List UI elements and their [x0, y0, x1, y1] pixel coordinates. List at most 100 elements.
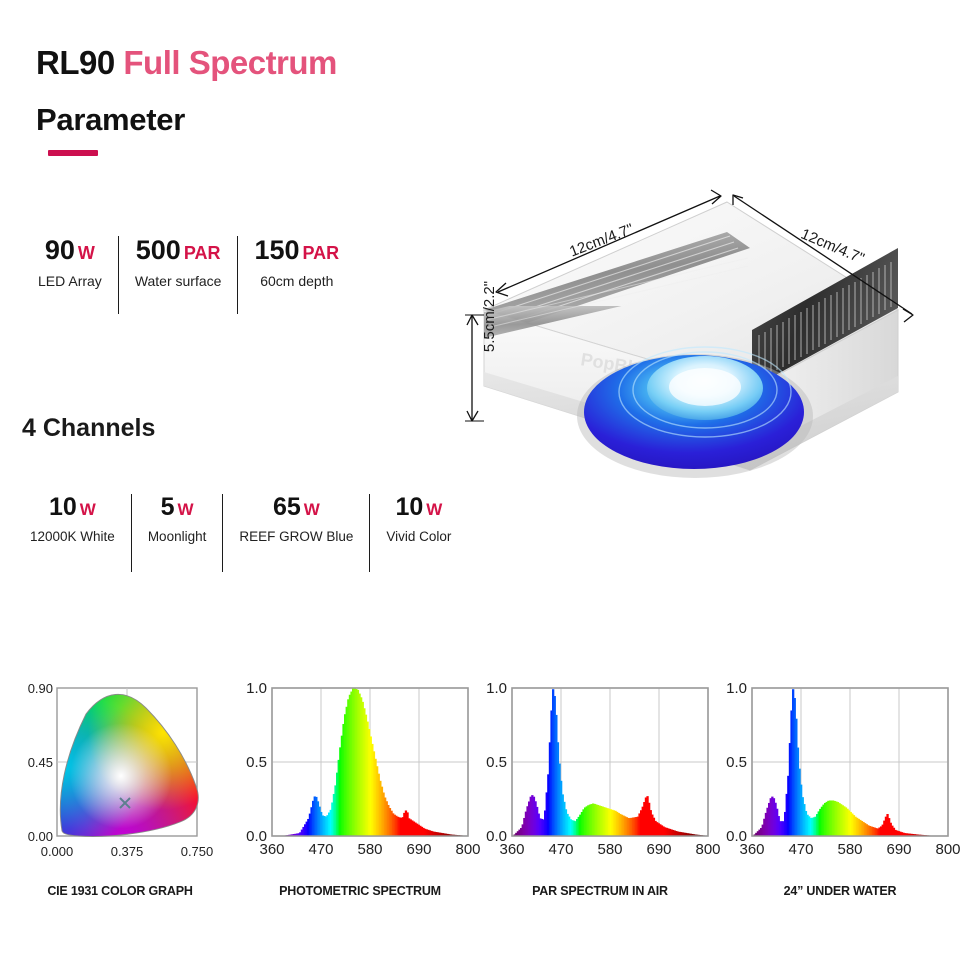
spec-cell-depth: 150 PAR 60cm depth — [238, 236, 355, 290]
channel-divider — [130, 494, 132, 572]
channel-number: 10 — [395, 493, 424, 521]
cie-axis-labels: 0.90 0.45 0.00 0.000 0.375 0.750 — [28, 681, 214, 859]
cie-white-point-marker — [119, 797, 131, 809]
channel-label: Vivid Color — [386, 529, 452, 545]
channel-number: 65 — [272, 493, 301, 521]
ytick-0: 0.0 — [246, 828, 267, 845]
channel-divider — [369, 494, 371, 572]
product-image: PopBloom — [462, 180, 960, 500]
spectrum-bands — [753, 689, 932, 836]
ytick-0: 0.0 — [486, 828, 507, 845]
ytick-2: 1.0 — [246, 680, 267, 697]
xtick-4: 800 — [695, 841, 720, 858]
spec-number: 150 — [254, 235, 300, 265]
channel-unit: W — [303, 500, 320, 519]
spec-number: 90 — [44, 235, 75, 265]
spec-divider — [237, 236, 239, 314]
spec-value: 150 PAR — [254, 236, 339, 264]
spec-label: 60cm depth — [260, 273, 334, 290]
cie-ytick-2: 0.90 — [28, 681, 53, 696]
chart-photometric-spectrum: 0.0 0.5 1.0 360 470 580 690 800 PHOTOMETRIC SPE… — [240, 676, 480, 906]
spec-divider — [117, 236, 119, 314]
xtick-4: 800 — [455, 841, 480, 858]
channel-label: 12000K White — [30, 529, 115, 545]
cie-xtick-2: 0.750 — [181, 844, 214, 859]
lens-highlight — [669, 368, 741, 406]
channels-heading: 4 Channels — [22, 414, 156, 442]
ytick-2: 1.0 — [726, 680, 747, 697]
spec-cell-led-array: 90 W LED Array — [22, 236, 118, 290]
spec-number: 500 — [135, 235, 181, 265]
xtick-2: 580 — [837, 841, 862, 858]
spec-unit: W — [77, 243, 95, 263]
dimension-line-width — [497, 195, 721, 293]
chart-strip: 0.90 0.45 0.00 0.000 0.375 0.750 CIE 193… — [0, 676, 960, 906]
title-underline-bar — [48, 150, 98, 156]
xtick-1: 470 — [788, 841, 813, 858]
page-subtitle: Parameter — [36, 102, 185, 137]
channel-label: Moonlight — [147, 529, 207, 545]
channel-unit: W — [79, 500, 96, 519]
under-water-chart-svg: 0.0 0.5 1.0 360 470 580 690 800 — [726, 680, 960, 858]
xtick-3: 690 — [406, 841, 431, 858]
channel-cell-reef-grow-blue: 65 W REEF GROW Blue — [223, 494, 369, 544]
cie-ytick-1: 0.45 — [28, 755, 53, 770]
spec-label: Water surface — [134, 273, 222, 290]
cie-xtick-1: 0.375 — [111, 844, 144, 859]
photometric-chart-svg: 0.0 0.5 1.0 360 470 580 690 800 — [246, 680, 480, 858]
ytick-1: 0.5 — [726, 754, 747, 771]
axis-labels: 0.0 0.5 1.0 360 470 580 690 800 — [486, 680, 720, 858]
channel-number: 10 — [48, 493, 77, 521]
channel-cell-white: 10 W 12000K White — [14, 494, 131, 544]
xtick-1: 470 — [548, 841, 573, 858]
channel-value: 65 W — [273, 494, 320, 520]
xtick-4: 800 — [935, 841, 960, 858]
plot-frame-top — [271, 687, 469, 837]
lens-rings — [618, 346, 792, 438]
cie-gamut — [60, 694, 199, 837]
channel-value: 10 W — [49, 494, 96, 520]
xtick-0: 360 — [499, 841, 524, 858]
spec-cell-water-surface: 500 PAR Water surface — [119, 235, 238, 290]
dimension-arrows — [465, 189, 914, 422]
channel-divider — [222, 494, 224, 572]
spectrum-bands — [513, 689, 707, 836]
chart-caption-cie: CIE 1931 COLOR GRAPH — [47, 884, 193, 898]
page-title-accent: Full Spectrum — [123, 44, 337, 81]
xtick-2: 580 — [357, 841, 382, 858]
ytick-1: 0.5 — [246, 754, 267, 771]
chart-under-water: 0.0 0.5 1.0 360 470 580 690 800 24” UNDER WATER — [720, 676, 960, 906]
axis-labels: 0.0 0.5 1.0 360 470 580 690 800 — [246, 680, 480, 858]
channel-cell-vivid-color: 10 W Vivid Color — [370, 494, 467, 544]
ytick-2: 1.0 — [486, 680, 507, 697]
dimension-label-height: 5.5cm/2.2" — [481, 280, 499, 353]
chart-caption-par-air: PAR SPECTRUM IN AIR — [532, 884, 668, 898]
page-title-model: RL90 — [36, 44, 115, 81]
chart-caption-under-water: 24” UNDER WATER — [783, 884, 897, 898]
ytick-0: 0.0 — [726, 828, 747, 845]
chart-caption-photometric: PHOTOMETRIC SPECTRUM — [279, 884, 441, 898]
channel-label: REEF GROW Blue — [239, 529, 354, 545]
xtick-0: 360 — [259, 841, 284, 858]
cie-ytick-0: 0.00 — [28, 829, 53, 844]
plot-frame-top — [511, 687, 709, 837]
spec-unit: PAR — [183, 243, 221, 263]
spectrum-bands — [284, 688, 465, 836]
channel-unit: W — [177, 500, 194, 519]
spec-label: LED Array — [38, 273, 102, 290]
cie-chart-svg: 0.90 0.45 0.00 0.000 0.375 0.750 — [28, 681, 214, 859]
channel-unit: W — [426, 500, 443, 519]
product-illustration: PopBloom — [465, 189, 914, 478]
dimension-line-depth — [733, 195, 913, 315]
product-bottom-edge — [484, 372, 898, 470]
xtick-2: 580 — [597, 841, 622, 858]
xtick-1: 470 — [308, 841, 333, 858]
channel-value: 10 W — [395, 494, 442, 520]
par-air-chart-svg: 0.0 0.5 1.0 360 470 580 690 800 — [486, 680, 720, 858]
spec-value: 90 W — [45, 236, 95, 264]
chart-cie-1931: 0.90 0.45 0.00 0.000 0.375 0.750 CIE 193… — [0, 676, 240, 906]
chart-par-in-air: 0.0 0.5 1.0 360 470 580 690 800 PAR SPECTRUM IN… — [480, 676, 720, 906]
